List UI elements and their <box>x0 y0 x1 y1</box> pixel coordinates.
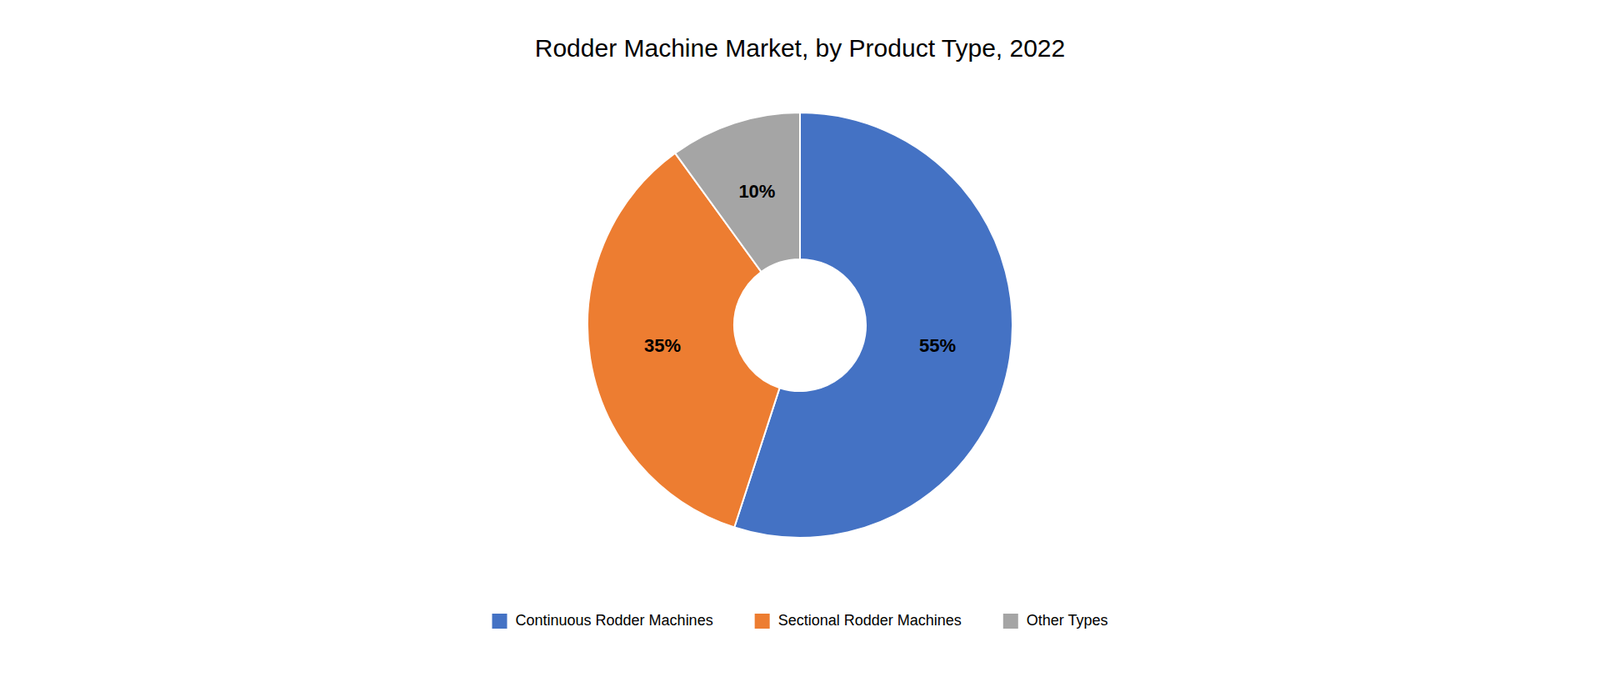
legend: Continuous Rodder Machines Sectional Rodd… <box>492 611 1109 629</box>
legend-swatch <box>492 613 508 629</box>
legend-item: Continuous Rodder Machines <box>492 611 714 629</box>
slice <box>675 112 800 272</box>
legend-item: Sectional Rodder Machines <box>755 611 962 629</box>
legend-label: Continuous Rodder Machines <box>515 611 714 629</box>
legend-swatch <box>755 613 770 629</box>
chart-container: Rodder Machine Market, by Product Type, … <box>0 0 1600 682</box>
legend-item: Other Types <box>1003 611 1109 629</box>
chart-title: Rodder Machine Market, by Product Type, … <box>535 34 1065 62</box>
data-labels: 55% 35% 10% <box>644 180 956 356</box>
legend-label: Sectional Rodder Machines <box>778 611 962 629</box>
chart-svg: Rodder Machine Market, by Product Type, … <box>0 0 1600 682</box>
legend-swatch <box>1003 613 1019 629</box>
data-label: 35% <box>644 335 681 356</box>
data-label: 10% <box>738 180 775 202</box>
legend-label: Other Types <box>1026 611 1109 629</box>
slices <box>587 112 1013 538</box>
data-label: 55% <box>919 335 956 356</box>
